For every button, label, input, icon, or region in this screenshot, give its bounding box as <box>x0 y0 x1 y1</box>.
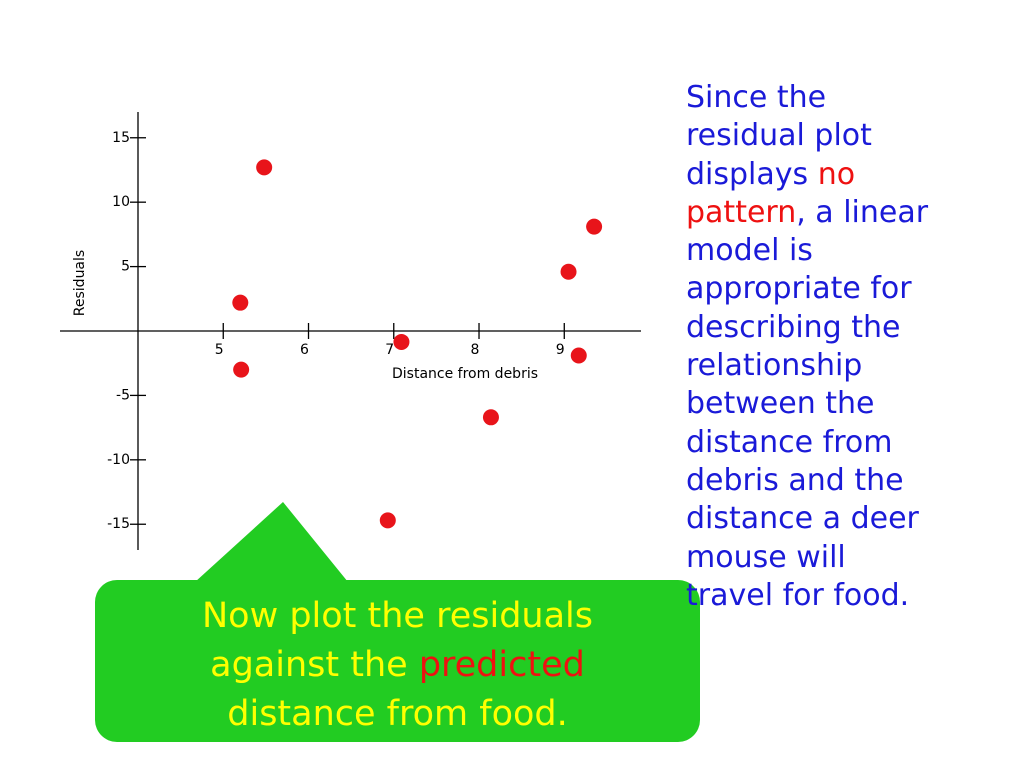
highlight: pattern <box>686 194 797 230</box>
x-axis-label: Distance from debris <box>392 366 538 382</box>
text: relationship <box>686 348 863 384</box>
highlight: no <box>817 156 856 192</box>
point <box>233 361 250 378</box>
text: distance from <box>686 424 893 460</box>
text: distance a deer <box>686 501 919 537</box>
y-tick-label: -5 <box>116 387 130 403</box>
point <box>232 294 249 311</box>
text: Now plot the residuals <box>201 596 594 636</box>
y-axis-label: Residuals <box>72 250 88 316</box>
point <box>586 218 603 235</box>
text: describing the <box>686 309 901 345</box>
text: Since the <box>686 80 827 115</box>
point <box>393 333 410 350</box>
text: travel for food. <box>686 577 910 613</box>
plot-area: -15 -10 -5 5 10 15 5 6 7 8 9 <box>107 130 603 532</box>
y-tick-label: -15 <box>107 516 130 532</box>
y-tick-label: -10 <box>107 452 130 468</box>
point <box>379 512 396 529</box>
point <box>570 347 587 364</box>
text: debris and the <box>686 462 904 498</box>
y-tick-label: 5 <box>121 259 130 275</box>
x-tick-label: 7 <box>385 342 394 358</box>
x-tick-label: 5 <box>215 342 224 358</box>
text: displays <box>686 156 818 192</box>
point <box>256 159 273 176</box>
x-tick-label: 9 <box>556 342 565 358</box>
text: model is <box>686 233 813 269</box>
point <box>482 409 499 426</box>
text: against the <box>210 645 419 685</box>
text: between the <box>686 386 875 422</box>
text: mouse will <box>686 539 846 575</box>
x-tick-label: 8 <box>471 342 480 358</box>
highlight: predicted <box>418 645 585 685</box>
point <box>560 263 577 280</box>
x-tick-label: 6 <box>300 342 309 358</box>
text: residual plot <box>686 118 872 154</box>
text: distance from food. <box>227 694 568 734</box>
y-tick-label: 15 <box>112 130 130 146</box>
text: , a linear <box>796 194 929 230</box>
callout-text: Now plot the residuals against the predic… <box>95 592 700 739</box>
y-tick-label: 10 <box>112 194 130 210</box>
callout-box <box>95 580 700 742</box>
explanation: Since the residual plot displays no pattern… <box>686 79 1016 615</box>
callout-pointer <box>195 502 348 582</box>
text: appropriate for <box>686 271 912 307</box>
